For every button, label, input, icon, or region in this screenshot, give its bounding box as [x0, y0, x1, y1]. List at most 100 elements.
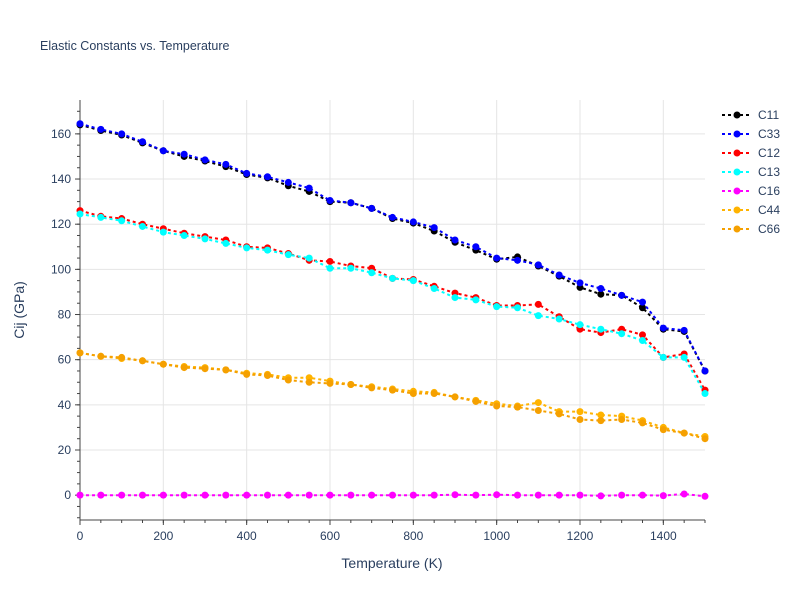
data-point [534, 261, 542, 269]
data-point [639, 331, 646, 339]
data-point [451, 491, 459, 499]
data-point [243, 169, 251, 177]
data-point [576, 321, 584, 329]
data-point [118, 217, 126, 225]
data-point [701, 492, 709, 500]
legend-item-c44[interactable]: C44 [722, 203, 780, 217]
data-point [534, 406, 542, 414]
data-point [555, 315, 563, 323]
y-tick-label: 140 [51, 172, 71, 186]
legend-item-c33[interactable]: C33 [722, 127, 780, 141]
data-point [618, 416, 626, 424]
legend[interactable]: C11 C33 C12 C13 C16 C44 C66 [722, 108, 780, 236]
data-point [555, 491, 563, 499]
data-point [76, 210, 84, 218]
data-point [159, 360, 167, 368]
data-point [368, 491, 376, 499]
data-point [639, 298, 646, 306]
y-tick-label: 60 [58, 353, 72, 367]
legend-label: C44 [758, 203, 780, 217]
data-point [534, 399, 542, 407]
y-tick-label: 20 [58, 443, 72, 457]
series-c16 [76, 490, 709, 500]
legend-swatch-marker [733, 111, 741, 119]
data-point [305, 491, 313, 499]
data-point [430, 390, 438, 398]
data-point [347, 264, 355, 272]
legend-swatch-marker [733, 225, 741, 233]
data-point [514, 403, 521, 411]
data-point [451, 236, 459, 244]
data-point [680, 326, 688, 334]
data-point [430, 491, 438, 499]
series-c33 [76, 120, 709, 375]
data-point [76, 491, 84, 499]
data-point [597, 325, 605, 333]
data-point [409, 491, 417, 499]
legend-swatch-marker [733, 149, 741, 157]
legend-item-c66[interactable]: C66 [722, 222, 780, 236]
data-point [284, 251, 292, 259]
data-point [118, 130, 126, 138]
data-point [347, 381, 355, 389]
data-point [639, 491, 646, 499]
y-axis-title: Cij (GPa) [11, 281, 27, 339]
data-point [451, 393, 459, 401]
data-point [472, 296, 480, 304]
series-line [79, 122, 706, 372]
data-point [659, 324, 667, 332]
data-point [409, 277, 417, 285]
data-point [534, 491, 542, 499]
data-point [159, 491, 167, 499]
x-tick-label: 200 [153, 529, 173, 543]
data-point [514, 256, 521, 264]
data-point [222, 366, 230, 374]
data-point [389, 213, 396, 221]
legend-label: C13 [758, 165, 780, 179]
data-point [618, 491, 626, 499]
data-point [597, 290, 605, 298]
data-point [368, 384, 376, 392]
data-point [97, 125, 105, 133]
data-point [264, 491, 271, 499]
data-point [284, 491, 292, 499]
data-point [701, 367, 709, 375]
data-point [347, 491, 355, 499]
x-tick-label: 800 [403, 529, 423, 543]
x-tick-label: 0 [77, 529, 84, 543]
data-point [264, 173, 271, 181]
y-tick-label: 160 [51, 127, 71, 141]
data-point [243, 491, 251, 499]
legend-item-c11[interactable]: C11 [722, 108, 779, 122]
data-point [576, 416, 584, 424]
legend-item-c12[interactable]: C12 [722, 146, 780, 160]
data-point [180, 364, 188, 372]
series-c11 [76, 121, 709, 375]
data-point [597, 417, 605, 425]
legend-label: C33 [758, 127, 780, 141]
data-point [639, 304, 646, 312]
data-point [430, 285, 438, 293]
series-c44 [76, 349, 709, 440]
legend-item-c13[interactable]: C13 [722, 165, 780, 179]
data-point [97, 213, 105, 221]
data-point [284, 178, 292, 186]
data-point [639, 419, 646, 427]
y-tick-label: 80 [58, 308, 72, 322]
grid [80, 100, 705, 520]
data-point [159, 147, 167, 155]
data-point [347, 199, 355, 207]
data-point [597, 285, 605, 293]
data-point [76, 120, 84, 128]
data-point [576, 279, 584, 287]
data-point [659, 492, 667, 500]
legend-label: C16 [758, 184, 780, 198]
data-point [618, 291, 626, 299]
data-point [305, 184, 313, 192]
data-point [264, 246, 271, 254]
data-point [493, 491, 501, 499]
data-point [534, 312, 542, 320]
data-point [97, 491, 105, 499]
legend-item-c16[interactable]: C16 [722, 184, 780, 198]
data-point [659, 353, 667, 361]
